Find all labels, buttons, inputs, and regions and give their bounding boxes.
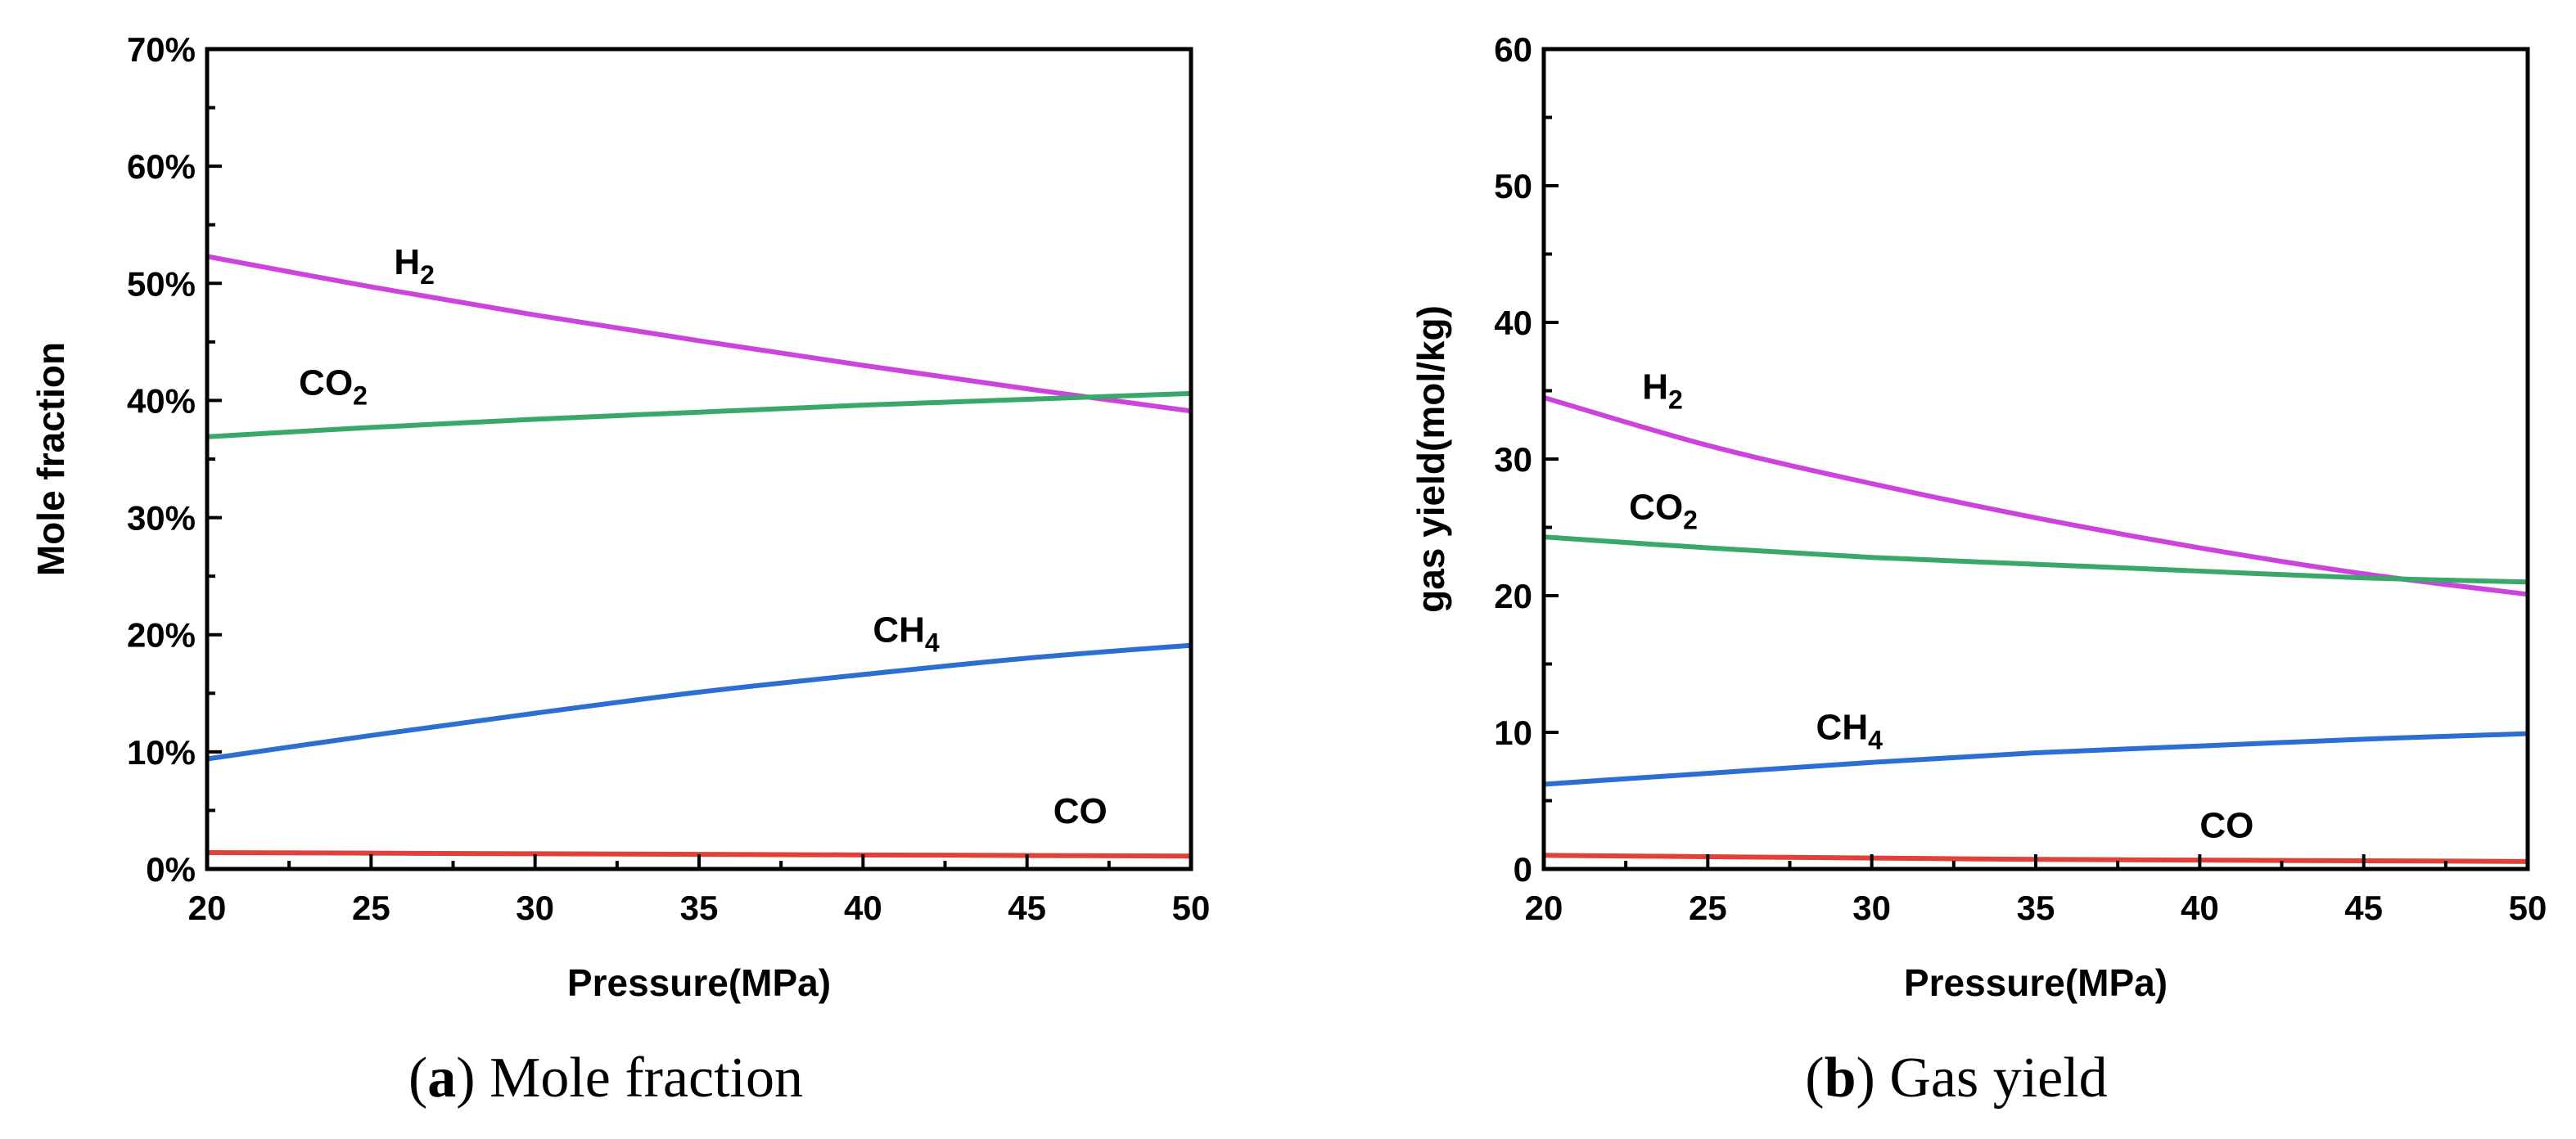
x-tick-label: 40: [844, 889, 882, 927]
plot-frame: [1541, 47, 2530, 871]
series-label-ch4: CH4: [873, 610, 940, 657]
y-tick-label: 70%: [127, 30, 196, 69]
series-label-co: CO: [1053, 791, 1108, 831]
series-label-h2: H2: [1642, 367, 1683, 415]
y-tick-label: 10%: [127, 733, 196, 772]
series-label-co2: CO2: [1629, 487, 1698, 534]
x-tick-label: 20: [1525, 889, 1563, 927]
y-tick-label: 30: [1494, 440, 1532, 479]
panel-caption: (a) Mole fraction: [408, 1047, 803, 1110]
series-line-co2: [206, 390, 1192, 439]
x-tick-label: 50: [2509, 889, 2547, 927]
y-tick-label: 50%: [127, 264, 196, 303]
x-tick-label: 20: [188, 889, 227, 927]
x-tick-label: 30: [516, 889, 554, 927]
x-tick-label: 45: [2344, 889, 2383, 927]
series-label-h2: H2: [394, 242, 435, 290]
y-axis-title: gas yield(mol/kg): [1410, 305, 1452, 613]
y-tick-label: 0%: [146, 850, 196, 889]
x-tick-label: 35: [680, 889, 719, 927]
panel-a-mole-fraction: 20 25 30 35 40 45 50 0% 10% 20% 30% 40% 50% 60% 70% Pre…: [29, 30, 1210, 1110]
x-tick-label: 25: [1689, 889, 1727, 927]
y-axis-title: Mole fraction: [29, 342, 72, 576]
series-line-co2: [1543, 534, 2529, 585]
x-tick-label: 25: [352, 889, 390, 927]
panel-b-gas-yield: 20 25 30 35 40 45 50 0 10 20 30 40 50 60 Pressure(MPa)…: [1410, 30, 2547, 1110]
y-tick-label: 20: [1494, 577, 1532, 615]
y-tick-label: 30%: [127, 499, 196, 538]
plot-frame: [205, 47, 1193, 871]
x-tick-label: 50: [1172, 889, 1211, 927]
series-label-co: CO: [2199, 806, 2253, 846]
series-label-ch4: CH4: [1816, 707, 1884, 754]
x-axis-title: Pressure(MPa): [567, 961, 831, 1004]
series-line-ch4: [206, 642, 1192, 762]
y-tick-label: 20%: [127, 616, 196, 655]
series-line-h2: [1543, 394, 2529, 597]
x-tick-label: 30: [1852, 889, 1891, 927]
y-tick-label: 0: [1514, 850, 1532, 889]
x-tick-label: 35: [2017, 889, 2055, 927]
y-tick-label: 60%: [127, 147, 196, 186]
y-tick-label: 10: [1494, 714, 1532, 752]
y-tick-label: 60: [1494, 30, 1532, 69]
x-tick-label: 40: [2181, 889, 2219, 927]
y-tick-label: 50: [1494, 167, 1532, 205]
y-tick-label: 40: [1494, 304, 1532, 342]
x-tick-label: 45: [1008, 889, 1046, 927]
series-label-co2: CO2: [299, 362, 368, 410]
y-tick-label: 40%: [127, 381, 196, 420]
panel-caption: (b) Gas yield: [1805, 1047, 2107, 1110]
x-axis-title: Pressure(MPa): [1904, 961, 2168, 1004]
series-line-h2: [206, 254, 1192, 414]
series-line-ch4: [1543, 731, 2529, 787]
